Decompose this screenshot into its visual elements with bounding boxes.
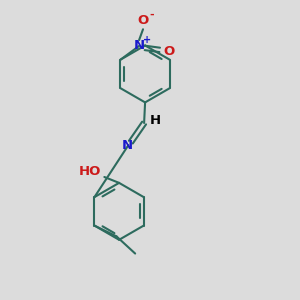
Text: H: H [149,114,161,127]
Text: O: O [137,14,148,27]
Text: O: O [163,45,174,58]
Text: N: N [122,139,133,152]
Text: HO: HO [79,165,101,178]
Text: -: - [149,10,154,20]
Text: +: + [143,34,151,45]
Text: N: N [134,40,145,52]
